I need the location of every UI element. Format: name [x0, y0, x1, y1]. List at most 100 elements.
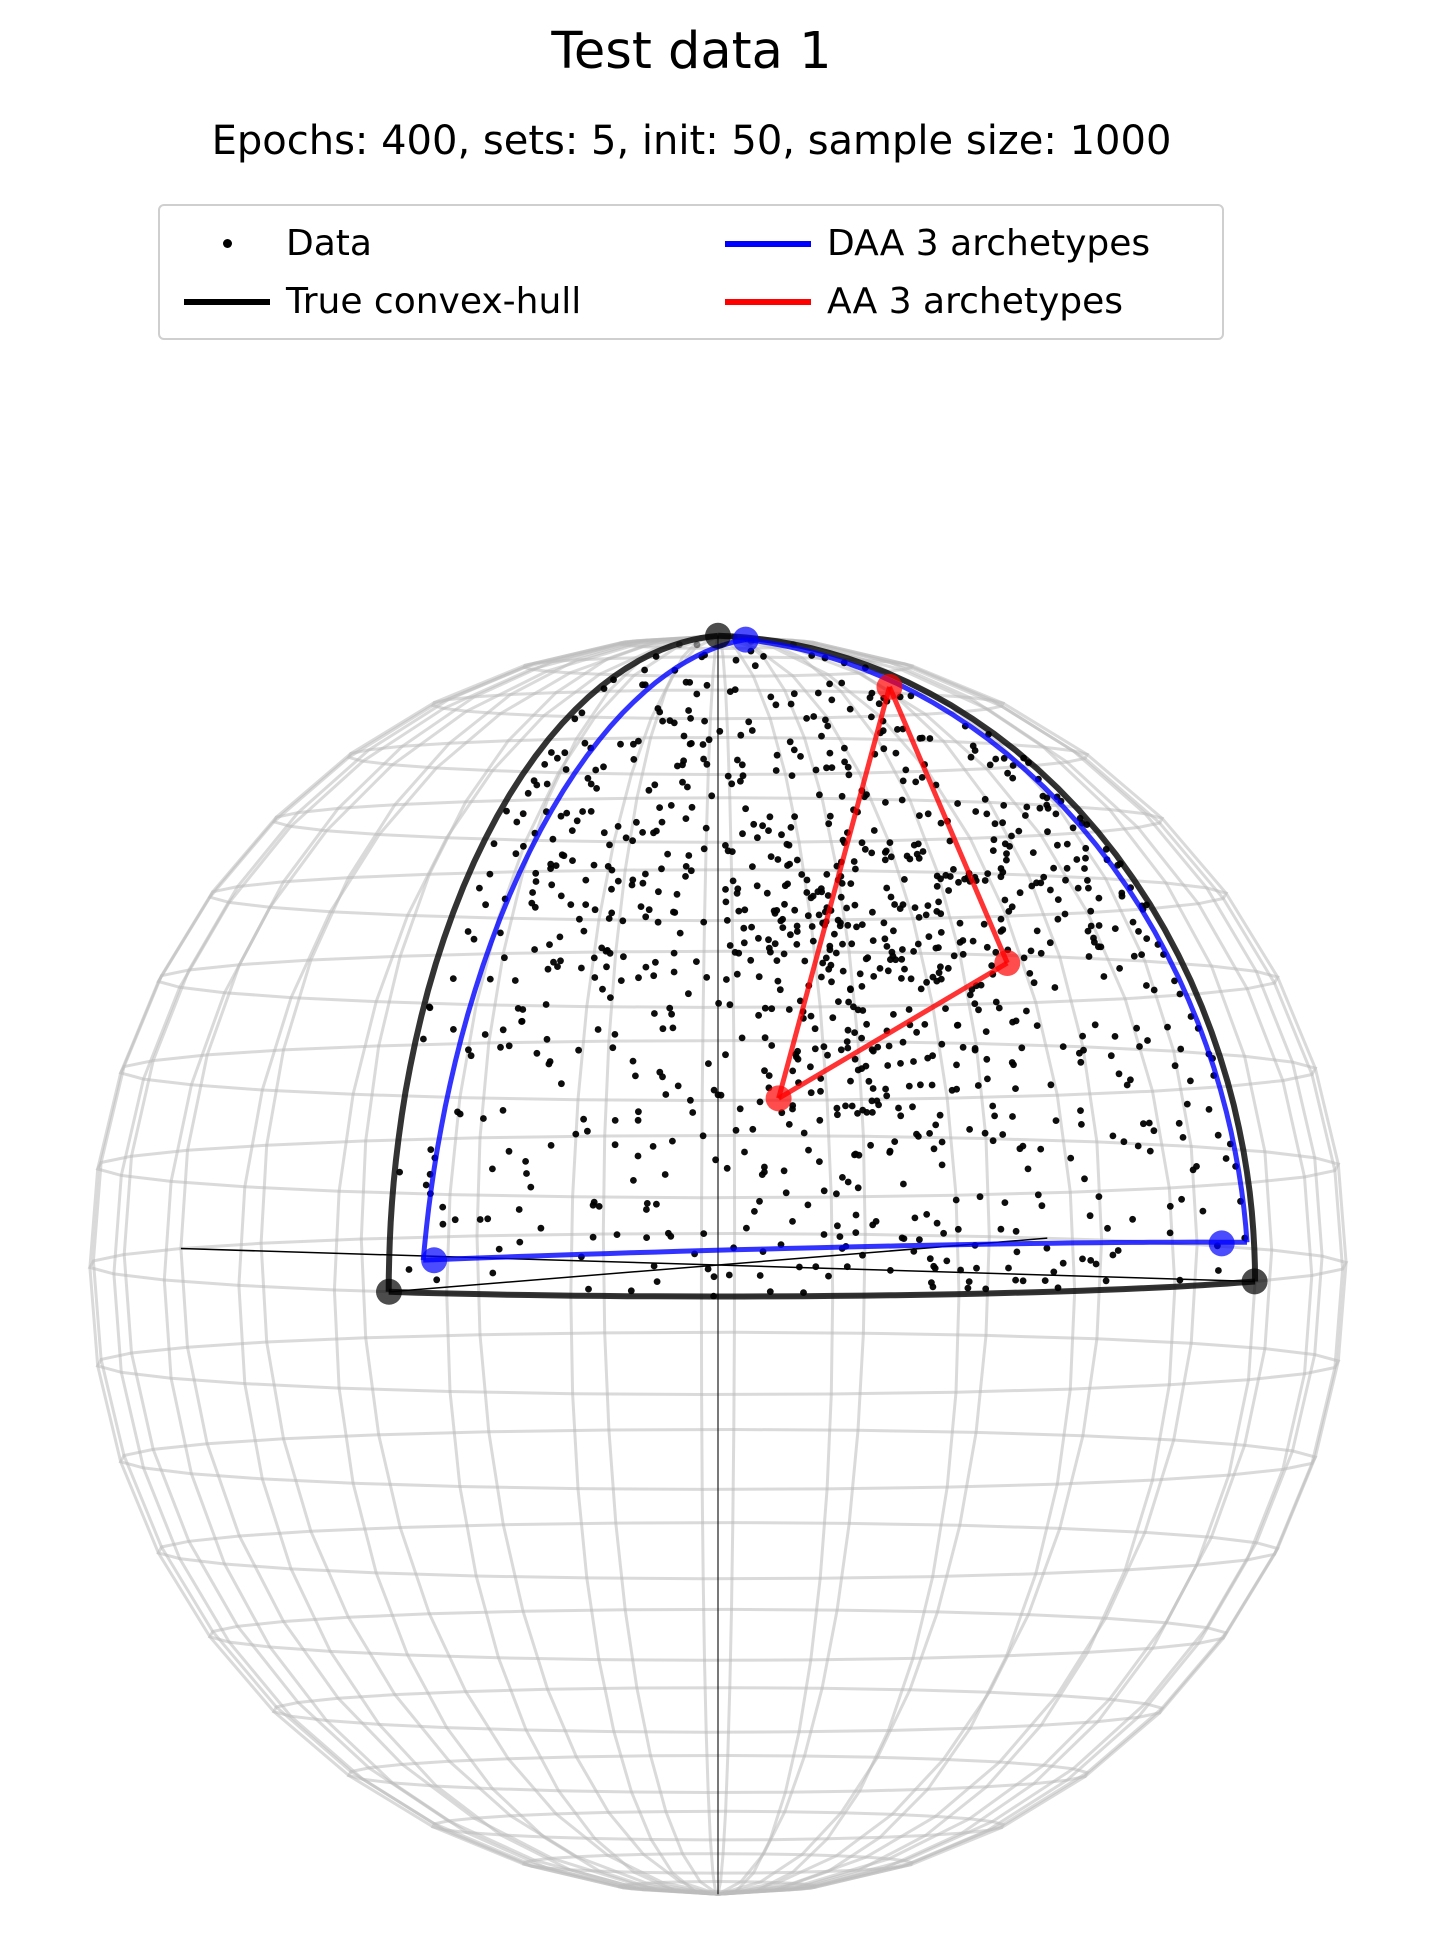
- data-point: [641, 681, 649, 689]
- data-point: [820, 1187, 828, 1195]
- data-point: [803, 715, 810, 722]
- data-point: [933, 1219, 941, 1227]
- data-point: [837, 1046, 845, 1054]
- data-point: [464, 928, 472, 935]
- data-point: [882, 1085, 889, 1093]
- data-point: [804, 912, 812, 920]
- data-point: [956, 919, 964, 927]
- data-point: [1171, 1062, 1179, 1070]
- data-point: [756, 1098, 764, 1106]
- legend-item-daa: DAA 3 archetypes: [715, 218, 1150, 268]
- data-point: [924, 810, 932, 818]
- data-point: [1166, 1202, 1174, 1210]
- data-point: [1020, 954, 1028, 962]
- data-point: [774, 977, 782, 985]
- data-point: [824, 722, 832, 730]
- data-point: [632, 1072, 639, 1080]
- data-point: [1176, 990, 1184, 998]
- data-point: [552, 862, 560, 869]
- data-point: [1008, 832, 1015, 840]
- data-point: [674, 762, 681, 770]
- data-point: [1134, 1142, 1142, 1150]
- data-point: [966, 991, 974, 999]
- data-point: [1104, 1224, 1111, 1232]
- true-hull-vertex: [705, 622, 731, 649]
- data-point: [599, 985, 606, 993]
- data-point: [815, 911, 823, 919]
- data-point: [659, 717, 666, 725]
- data-point: [702, 824, 710, 832]
- data-point: [1130, 952, 1138, 960]
- data-point: [780, 950, 788, 958]
- data-point: [816, 791, 823, 799]
- data-point: [481, 1031, 489, 1038]
- data-point: [915, 1133, 922, 1140]
- data-point: [1059, 1043, 1067, 1050]
- data-point: [992, 948, 1000, 956]
- data-point: [1109, 1132, 1117, 1140]
- data-point: [723, 917, 731, 924]
- data-point: [700, 1230, 708, 1237]
- data-point: [527, 1183, 535, 1191]
- data-point: [781, 882, 789, 890]
- data-point: [605, 915, 613, 922]
- data-point: [854, 1110, 861, 1117]
- data-point: [1095, 943, 1102, 951]
- wire-meridian: [259, 634, 719, 1896]
- data-point: [1013, 1248, 1021, 1256]
- data-point: [759, 822, 766, 830]
- data-point: [1086, 1212, 1094, 1220]
- data-point: [854, 1184, 862, 1192]
- data-point: [557, 892, 565, 900]
- data-point: [807, 1063, 814, 1071]
- data-point: [1000, 754, 1008, 762]
- data-point: [1133, 1024, 1140, 1032]
- data-point: [735, 949, 743, 957]
- data-point: [1037, 1145, 1045, 1153]
- data-point: [890, 927, 897, 935]
- data-point: [658, 818, 666, 826]
- data-point: [984, 1075, 991, 1083]
- data-point: [772, 767, 780, 774]
- data-point: [756, 1197, 763, 1205]
- data-point: [827, 961, 835, 969]
- legend-label-true-hull: True convex-hull: [286, 280, 582, 322]
- data-point: [579, 808, 586, 815]
- wire-meridian: [359, 634, 719, 1896]
- legend-label-daa: DAA 3 archetypes: [827, 222, 1151, 264]
- data-point: [897, 1112, 905, 1120]
- data-point: [825, 820, 833, 828]
- data-point: [819, 959, 827, 967]
- data-point: [900, 1180, 907, 1188]
- data-point: [619, 917, 627, 925]
- data-point: [981, 795, 989, 803]
- legend: Data True convex-hull DAA 3 archetypes A…: [158, 204, 1224, 340]
- data-point: [940, 1229, 947, 1237]
- data-point: [513, 818, 521, 826]
- data-point: [842, 1102, 849, 1110]
- data-point: [983, 810, 991, 818]
- data-point: [726, 942, 734, 949]
- data-point: [543, 1035, 551, 1043]
- data-point: [791, 813, 798, 820]
- data-point: [749, 1125, 757, 1133]
- data-point: [712, 1156, 719, 1164]
- data-point: [942, 1005, 949, 1012]
- data-point: [956, 939, 964, 946]
- data-point: [1000, 802, 1008, 809]
- data-point: [843, 904, 850, 912]
- data-point: [608, 885, 615, 893]
- data-point: [1115, 1070, 1123, 1078]
- data-point: [887, 956, 894, 963]
- data-point: [726, 1001, 734, 1009]
- data-point: [935, 944, 942, 951]
- data-point: [1199, 1207, 1207, 1215]
- data-point: [516, 1238, 524, 1246]
- data-point: [642, 870, 649, 878]
- data-point: [766, 1288, 774, 1295]
- data-point: [522, 1158, 529, 1165]
- data-point: [841, 744, 848, 752]
- data-point: [981, 877, 989, 884]
- data-point: [803, 876, 811, 884]
- data-point: [634, 1152, 642, 1160]
